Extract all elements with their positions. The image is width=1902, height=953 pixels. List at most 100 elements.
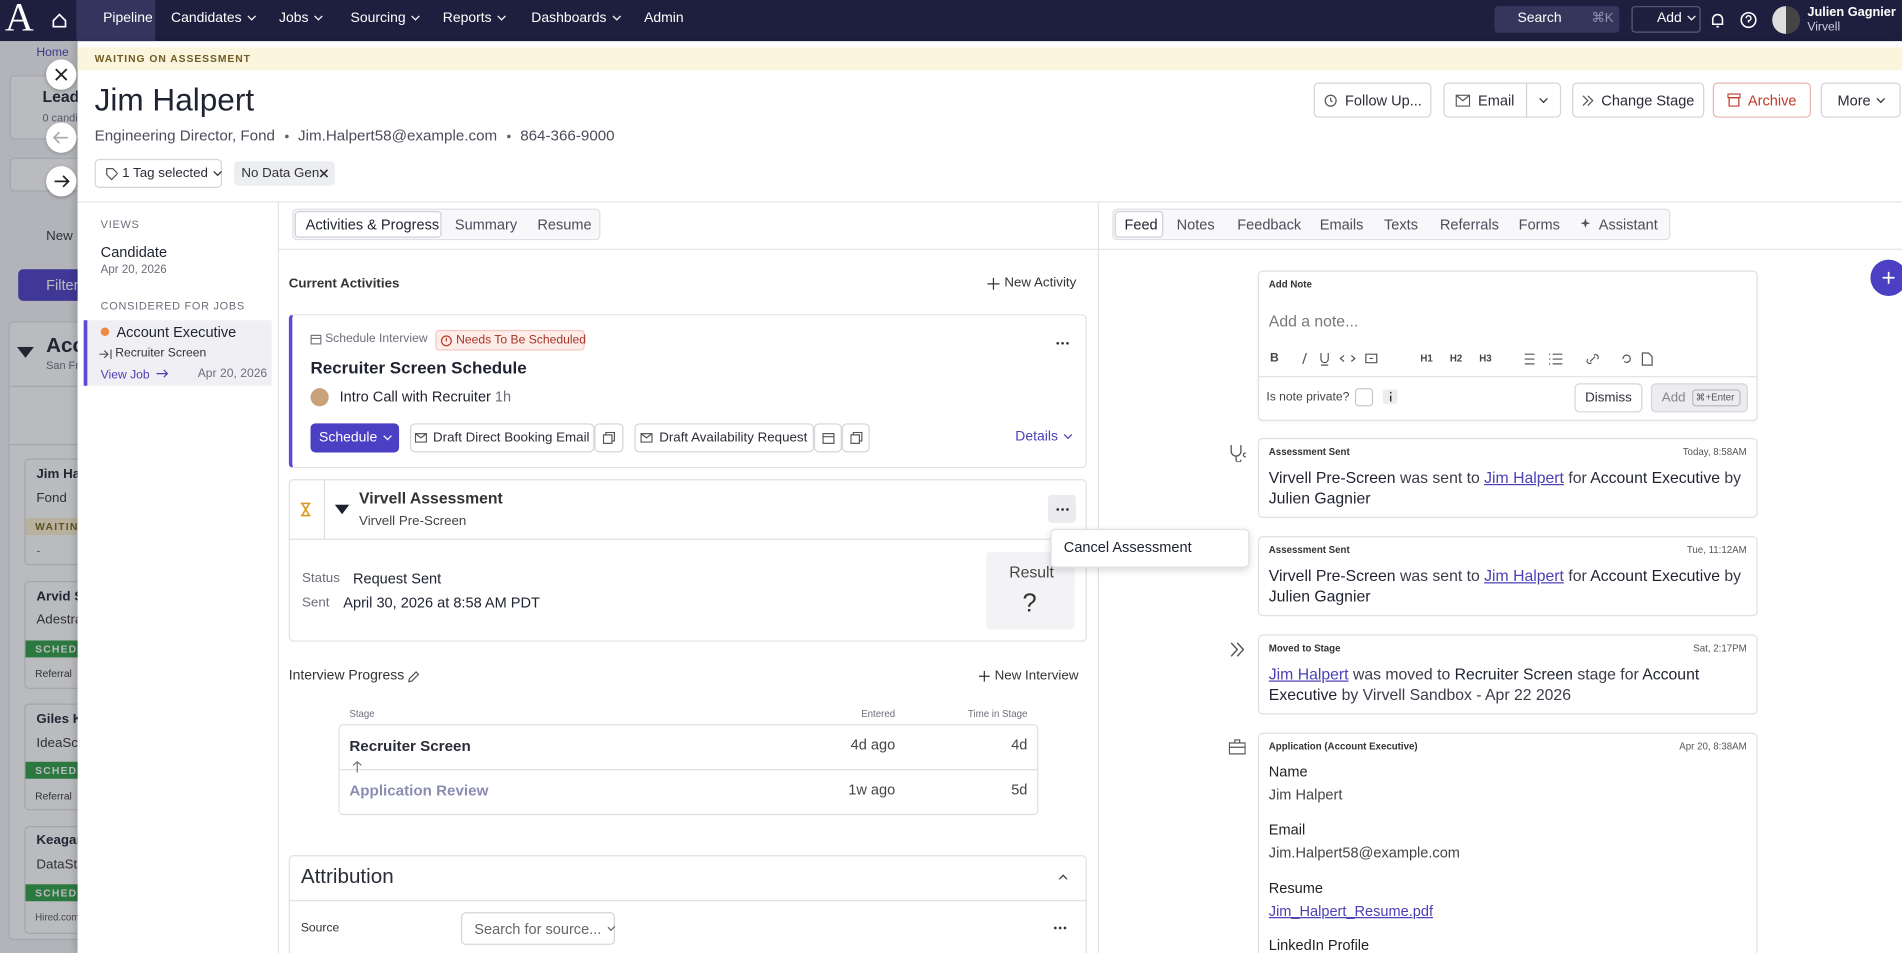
- tab[interactable]: Referrals: [1439, 215, 1499, 233]
- chevron-icon: [314, 12, 324, 21]
- job-selected-bg[interactable]: [83, 320, 272, 386]
- more-icon[interactable]: [1053, 926, 1068, 931]
- details-toggle[interactable]: Details: [1015, 430, 1073, 445]
- bg-card-status: SCHEDU: [35, 886, 87, 899]
- draft-email-button[interactable]: Draft Direct Booking Email: [409, 423, 595, 453]
- bg-card-name: Jim Hal: [36, 467, 84, 482]
- column-header: Entered: [861, 708, 896, 720]
- activity-title: Recruiter Screen Schedule: [310, 357, 527, 378]
- mail-icon: [414, 433, 427, 443]
- more-icon[interactable]: [1055, 341, 1070, 346]
- note-heading: Add Note: [1268, 278, 1312, 290]
- assessment-feed-icon: [1230, 445, 1246, 463]
- add-label: Add: [1657, 11, 1697, 26]
- stage-icon: [99, 349, 112, 360]
- source-input[interactable]: Search for source...: [460, 912, 616, 945]
- chevron-icon: [1876, 93, 1886, 103]
- nav-item[interactable]: Sourcing: [351, 11, 443, 26]
- tab[interactable]: Texts: [1384, 215, 1419, 233]
- chevron-icon: [1687, 12, 1697, 21]
- private-checkbox[interactable]: [1354, 388, 1374, 407]
- divider: [8, 443, 94, 446]
- change-stage-button[interactable]: Change Stage: [1572, 82, 1705, 118]
- heading-button[interactable]: H2: [1449, 352, 1463, 364]
- copy-icon: [602, 431, 615, 444]
- dismiss-button[interactable]: Dismiss: [1574, 383, 1643, 413]
- calendar-icon: [821, 433, 834, 444]
- tab[interactable]: Feedback: [1237, 215, 1302, 233]
- sparkle-icon: [1580, 218, 1591, 229]
- column-header: Time in Stage: [967, 708, 1028, 720]
- bg-card-source: Referral: [35, 667, 72, 680]
- calendar-button[interactable]: [813, 423, 842, 453]
- application-feed-icon: [1228, 739, 1246, 755]
- chevron-icon: [1063, 430, 1073, 440]
- copy-button[interactable]: [594, 423, 624, 453]
- tab[interactable]: Summary: [454, 215, 518, 233]
- logo: A: [4, 0, 34, 41]
- add-button[interactable]: [1631, 6, 1701, 33]
- nav-item[interactable]: Candidates: [171, 11, 279, 26]
- bg-job-location: San Fra: [46, 359, 85, 372]
- new-interview-button[interactable]: New Interview: [994, 668, 1079, 683]
- draft-request-button[interactable]: Draft Availability Request: [634, 423, 814, 453]
- stage-feed-icon: [1230, 642, 1245, 657]
- bg-filter: Filter: [46, 276, 79, 294]
- new-activity-button[interactable]: New Activity: [1004, 275, 1077, 290]
- copy-button[interactable]: [841, 423, 870, 453]
- arrow-icon: [156, 369, 169, 378]
- tab[interactable]: Activities & Progress: [305, 215, 440, 233]
- tab[interactable]: Feed: [1124, 215, 1158, 233]
- more-button[interactable]: More: [1820, 82, 1901, 118]
- chevron-icon: [383, 431, 392, 441]
- copy-icon: [849, 431, 862, 444]
- view-job-link[interactable]: View Job: [101, 369, 170, 382]
- email-menu-button[interactable]: [1525, 82, 1562, 118]
- interviewer-avatar: [310, 388, 329, 407]
- chevron-icon: [411, 12, 421, 21]
- search-box[interactable]: [1494, 6, 1620, 33]
- shortcut-chip: [1692, 389, 1741, 407]
- divider: [288, 900, 1087, 902]
- nav-item[interactable]: Dashboards: [531, 11, 644, 26]
- nav-item[interactable]: Pipeline: [103, 10, 153, 26]
- remove-tag-icon[interactable]: [319, 169, 329, 179]
- nav-item[interactable]: Admin: [644, 10, 684, 26]
- arrow-right-icon: [54, 175, 70, 188]
- avatar: [1772, 6, 1801, 34]
- note-input[interactable]: Add a note...: [1268, 311, 1359, 330]
- bold-button[interactable]: B: [1270, 351, 1279, 366]
- add-note-button[interactable]: [1650, 383, 1748, 413]
- edit-icon[interactable]: [406, 670, 421, 685]
- field-value: Jim.Halpert58@example.com: [1268, 844, 1460, 862]
- tab[interactable]: Emails: [1319, 215, 1364, 233]
- menu-item[interactable]: Cancel Assessment: [1063, 538, 1192, 556]
- email-button[interactable]: Email: [1443, 82, 1528, 118]
- result-value: ?: [1022, 589, 1037, 618]
- tag-select[interactable]: 1 Tag selected: [94, 158, 223, 189]
- feed-time: Tue, 11:12AM: [1686, 544, 1747, 556]
- archive-button[interactable]: Archive: [1712, 82, 1812, 118]
- job-stage: Recruiter Screen: [115, 346, 207, 361]
- tab[interactable]: Assistant: [1598, 215, 1658, 233]
- follow-up-button[interactable]: Follow Up...: [1313, 82, 1432, 118]
- feed-text: Virvell Pre-Screen was sent to Jim Halpe…: [1268, 468, 1742, 507]
- view-name[interactable]: Candidate: [100, 243, 168, 261]
- schedule-button[interactable]: Schedule: [310, 423, 400, 453]
- resume-link[interactable]: Jim_Halpert_Resume.pdf: [1268, 902, 1434, 920]
- tab[interactable]: Notes: [1176, 215, 1215, 233]
- mail-icon: [1456, 94, 1471, 107]
- feed-time: Today, 8:58AM: [1682, 446, 1747, 458]
- bg-card-name: Giles K: [36, 712, 83, 727]
- plus-icon: [1882, 271, 1895, 284]
- view-date: Apr 20, 2026: [100, 263, 167, 277]
- nav-item[interactable]: Jobs: [279, 11, 351, 26]
- heading-button[interactable]: H3: [1479, 352, 1492, 364]
- heading-button[interactable]: H1: [1420, 352, 1433, 364]
- tab[interactable]: Forms: [1518, 215, 1560, 233]
- tab[interactable]: Resume: [537, 215, 592, 233]
- bg-card-status: SCHEDU: [35, 764, 87, 777]
- nav-item[interactable]: Reports: [443, 11, 532, 26]
- chevron-icon: [213, 167, 223, 176]
